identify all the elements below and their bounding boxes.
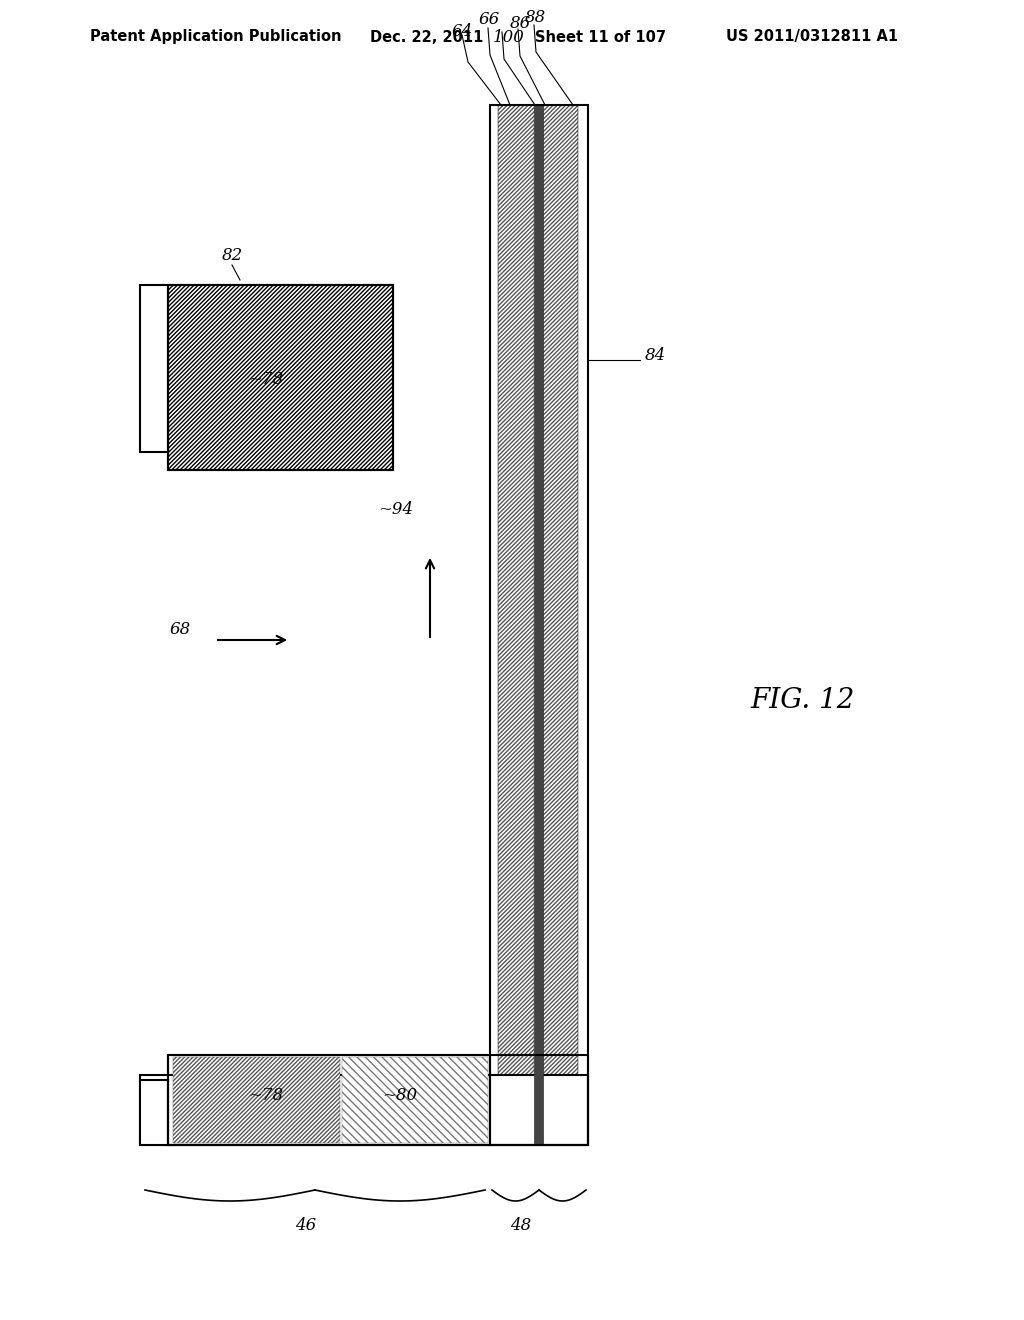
Text: Patent Application Publication: Patent Application Publication (90, 29, 341, 45)
Text: ~78: ~78 (248, 1086, 283, 1104)
Text: ~94: ~94 (378, 502, 413, 519)
Text: 48: 48 (510, 1217, 531, 1233)
Bar (578, 106, 588, 1144)
Text: 82: 82 (222, 247, 244, 264)
Text: 68: 68 (170, 622, 191, 639)
Text: ~80: ~80 (382, 1086, 417, 1104)
Bar (490, 106, 498, 1144)
Text: 86: 86 (510, 16, 531, 33)
Bar (140, 1080, 168, 1144)
Bar (543, 106, 578, 1144)
Bar (168, 1055, 490, 1144)
Bar (490, 106, 588, 1144)
Bar (342, 1057, 488, 1143)
Text: 46: 46 (295, 1217, 316, 1233)
Text: 64: 64 (452, 24, 473, 41)
Text: 88: 88 (525, 8, 546, 25)
Bar (140, 1074, 588, 1144)
Text: FIG. 12: FIG. 12 (750, 686, 854, 714)
Bar (498, 106, 534, 1144)
Text: US 2011/0312811 A1: US 2011/0312811 A1 (726, 29, 898, 45)
Bar (534, 106, 543, 1144)
Text: 100: 100 (493, 29, 525, 45)
Bar (168, 285, 393, 470)
Text: 84: 84 (645, 346, 667, 363)
Bar (173, 1057, 340, 1143)
Text: Dec. 22, 2011: Dec. 22, 2011 (370, 29, 483, 45)
Text: ~78: ~78 (248, 371, 283, 388)
Bar (140, 285, 168, 451)
Text: Sheet 11 of 107: Sheet 11 of 107 (535, 29, 666, 45)
Bar (168, 285, 393, 470)
Text: 66: 66 (479, 12, 501, 29)
Bar (168, 1055, 588, 1144)
